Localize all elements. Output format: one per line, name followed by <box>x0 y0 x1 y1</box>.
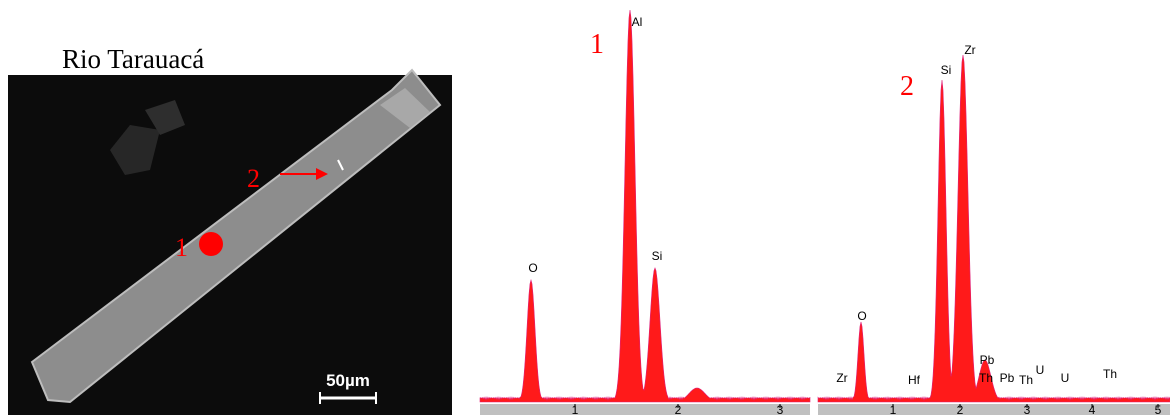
marker-label: 2 <box>247 164 260 193</box>
peak-label: Al <box>632 15 643 29</box>
peak-label: Zr <box>964 43 975 57</box>
spectrum-trace <box>479 9 811 403</box>
axis-label: 1 <box>572 403 579 415</box>
spectrum: 1 O Al Si 1 2 3 <box>479 9 811 415</box>
scale-bar-label: 50µm <box>326 371 370 390</box>
peak-label: U <box>1036 363 1045 377</box>
peak-label: U <box>1061 371 1070 385</box>
sem-image: 1 2 50µm <box>8 68 452 415</box>
peak-label: Si <box>652 249 663 263</box>
axis-label: 5 <box>1155 403 1162 415</box>
spectrum-label: 2 <box>900 71 914 102</box>
peak-label: Pb <box>1000 371 1015 385</box>
peak-label: Pb <box>980 353 995 367</box>
spectrum-label: 1 <box>590 29 604 60</box>
axis-label: 1 <box>890 403 897 415</box>
axis-label: 2 <box>675 403 682 415</box>
peak-label: Th <box>1103 367 1117 381</box>
peak-label: Si <box>941 63 952 77</box>
peak-label: O <box>528 261 537 275</box>
peak-label: O <box>857 309 866 323</box>
peak-label: Th <box>979 371 993 385</box>
peak-label: Zr <box>836 371 847 385</box>
axis-label: 3 <box>777 403 784 415</box>
peak-label: Th <box>1019 373 1033 387</box>
peak-label: Hf <box>908 373 921 387</box>
axis-label: 4 <box>1089 403 1096 415</box>
axis-label: 2 <box>957 403 964 415</box>
spectrum-trace <box>817 54 1170 403</box>
axis-label: 3 <box>1024 403 1031 415</box>
marker-label: 1 <box>175 233 188 262</box>
figure-title: Rio Tarauacá <box>62 44 204 74</box>
